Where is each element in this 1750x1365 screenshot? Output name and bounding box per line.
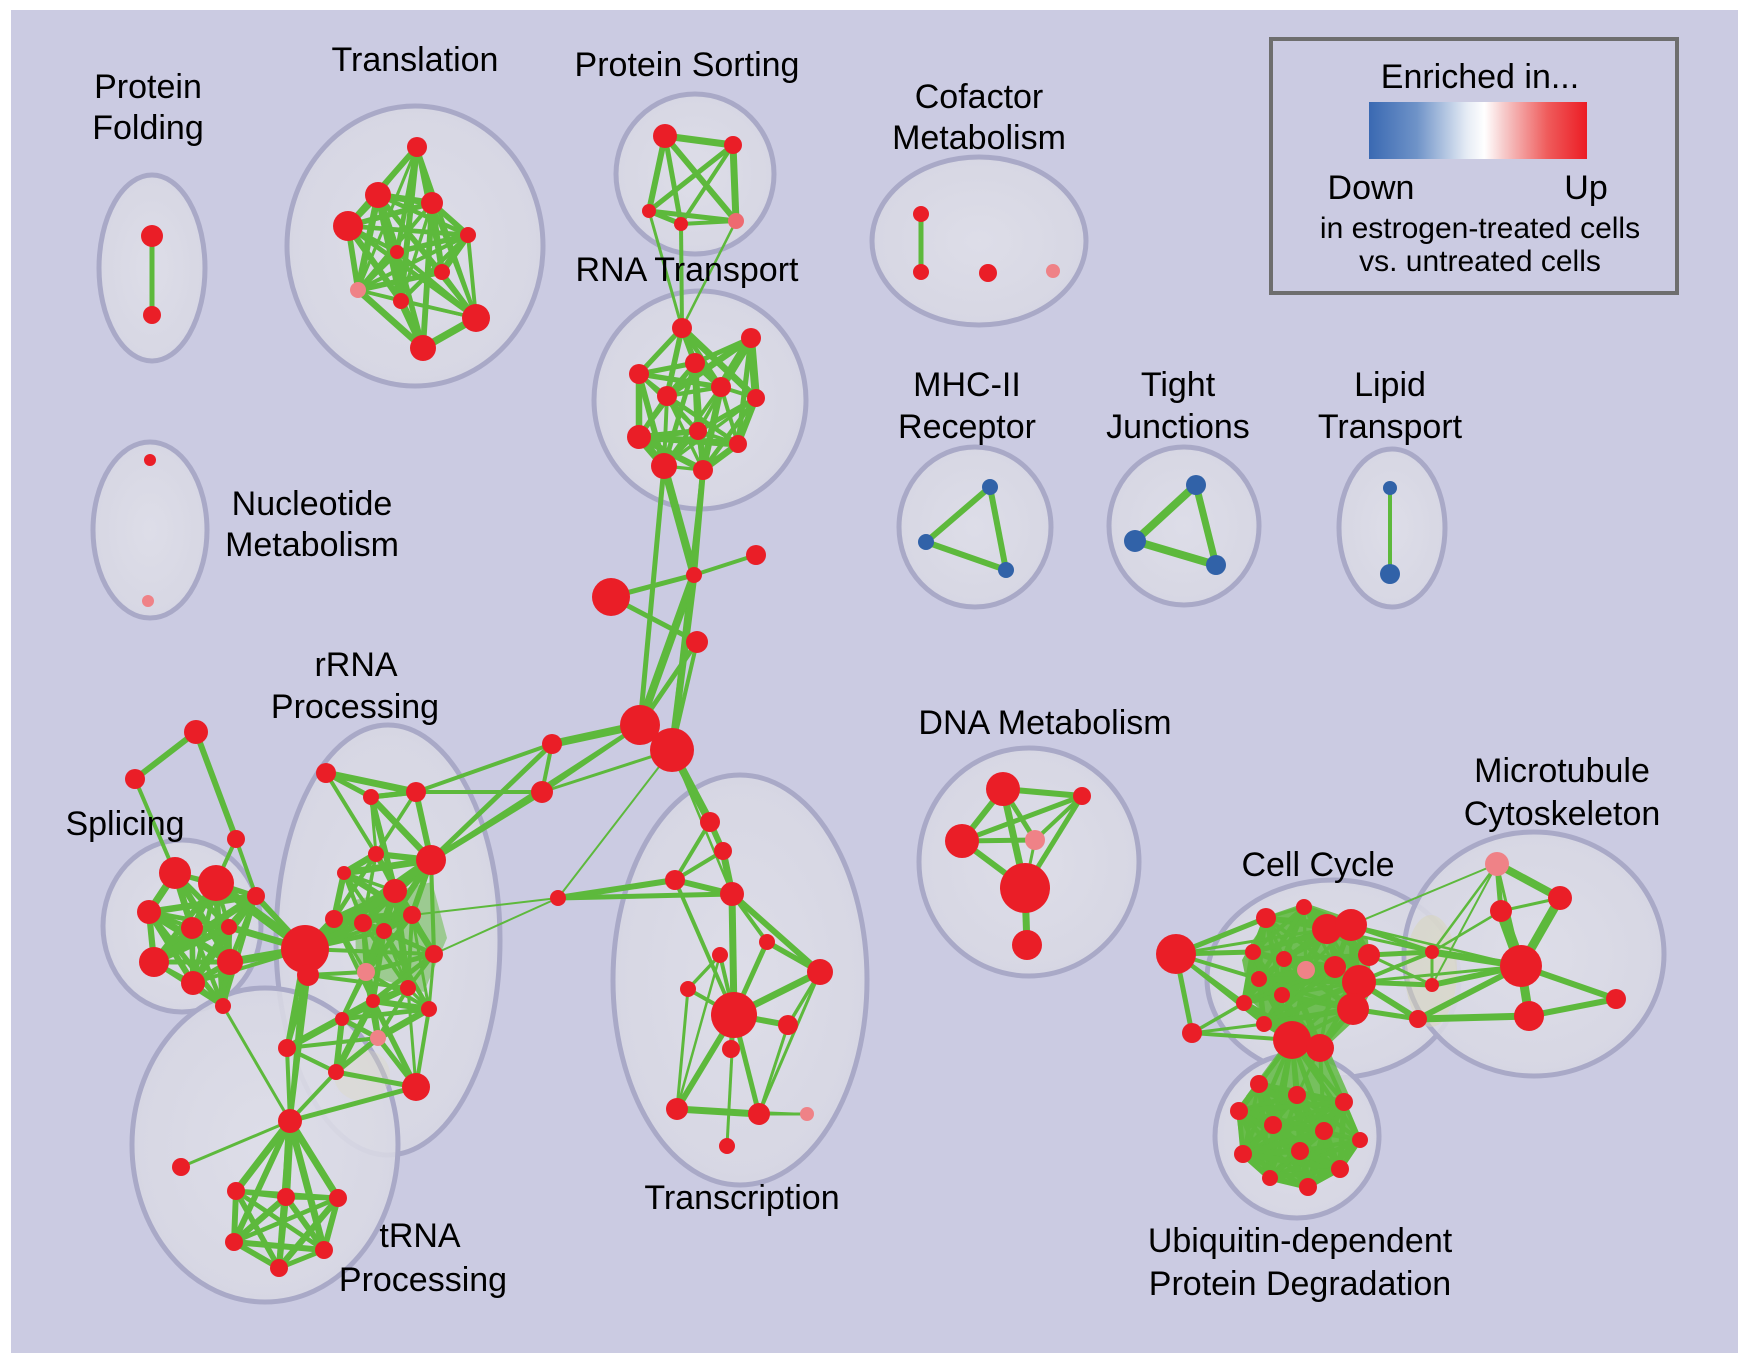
svg-text:Protein Degradation: Protein Degradation — [1149, 1265, 1451, 1303]
svg-text:Up: Up — [1564, 169, 1607, 207]
svg-text:Folding: Folding — [92, 109, 204, 147]
svg-text:Nucleotide: Nucleotide — [232, 485, 393, 523]
svg-text:RNA Transport: RNA Transport — [576, 251, 800, 289]
svg-text:Processing: Processing — [339, 1261, 507, 1299]
svg-text:tRNA: tRNA — [379, 1217, 461, 1255]
svg-text:Processing: Processing — [271, 688, 439, 726]
svg-text:Tight: Tight — [1141, 366, 1216, 404]
svg-text:Cofactor: Cofactor — [915, 78, 1044, 116]
svg-text:Metabolism: Metabolism — [225, 526, 399, 564]
svg-text:Receptor: Receptor — [898, 408, 1036, 446]
svg-text:DNA Metabolism: DNA Metabolism — [918, 704, 1171, 742]
svg-text:in estrogen-treated cells: in estrogen-treated cells — [1320, 212, 1640, 245]
svg-text:Ubiquitin-dependent: Ubiquitin-dependent — [1148, 1222, 1453, 1260]
svg-text:Protein Sorting: Protein Sorting — [575, 46, 800, 84]
svg-text:Splicing: Splicing — [65, 805, 184, 843]
svg-text:Enriched in...: Enriched in... — [1381, 58, 1579, 96]
svg-text:Translation: Translation — [332, 41, 499, 79]
svg-text:MHC-II: MHC-II — [913, 366, 1021, 404]
svg-text:Protein: Protein — [94, 68, 202, 106]
svg-text:vs. untreated cells: vs. untreated cells — [1359, 245, 1601, 278]
svg-text:Cytoskeleton: Cytoskeleton — [1464, 795, 1661, 833]
svg-text:Lipid: Lipid — [1354, 366, 1426, 404]
svg-text:Metabolism: Metabolism — [892, 119, 1066, 157]
svg-text:Transcription: Transcription — [644, 1179, 839, 1217]
svg-text:Cell Cycle: Cell Cycle — [1241, 846, 1394, 884]
svg-text:Down: Down — [1328, 169, 1415, 207]
svg-text:Junctions: Junctions — [1106, 408, 1250, 446]
svg-text:rRNA: rRNA — [314, 646, 397, 684]
svg-text:Transport: Transport — [1318, 408, 1463, 446]
svg-text:Microtubule: Microtubule — [1474, 752, 1650, 790]
